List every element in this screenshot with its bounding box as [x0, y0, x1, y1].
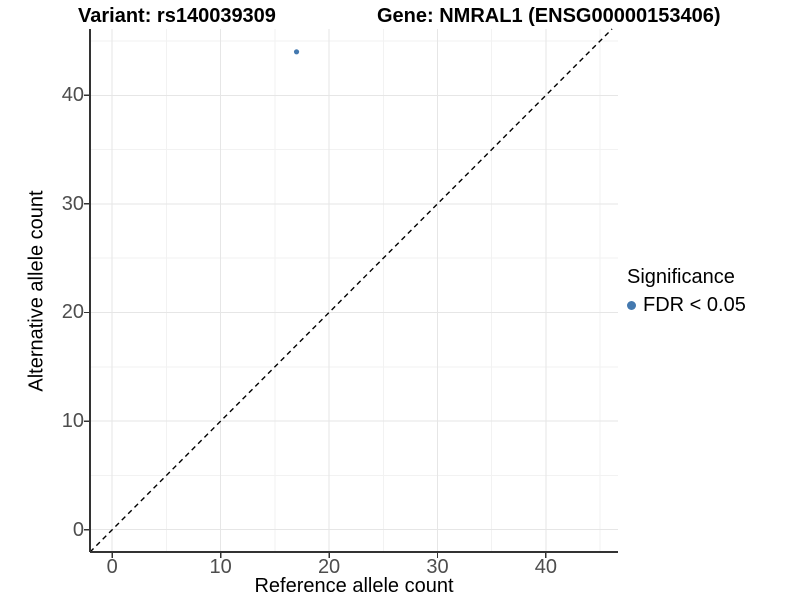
y-axis-label: Alternative allele count [25, 190, 48, 392]
x-tick-label: 20 [317, 556, 341, 578]
x-tick-label: 0 [106, 556, 118, 578]
x-tick-label: 30 [426, 556, 449, 578]
plot-title-gene: Gene: NMRAL1 (ENSG00000153406) [377, 5, 721, 27]
x-tick-label: 40 [534, 556, 558, 578]
x-axis-label: Reference allele count [254, 575, 454, 597]
legend-item: FDR < 0.05 [627, 294, 746, 316]
plot-title-variant: Variant: rs140039309 [78, 5, 276, 27]
legend-item-label: FDR < 0.05 [643, 294, 746, 316]
y-tick-label: 0 [72, 518, 84, 541]
legend-point-icon [627, 300, 636, 310]
y-tick-label: 40 [61, 84, 84, 107]
x-tick-label: 10 [209, 556, 232, 578]
y-tick-label: 30 [61, 192, 84, 215]
data-point [293, 49, 300, 55]
legend: Significance FDR < 0.05 [627, 265, 746, 316]
y-tick-label: 10 [61, 410, 84, 433]
y-tick-label: 20 [61, 301, 84, 324]
identity-reference-line [89, 28, 613, 553]
legend-title: Significance [627, 266, 735, 288]
